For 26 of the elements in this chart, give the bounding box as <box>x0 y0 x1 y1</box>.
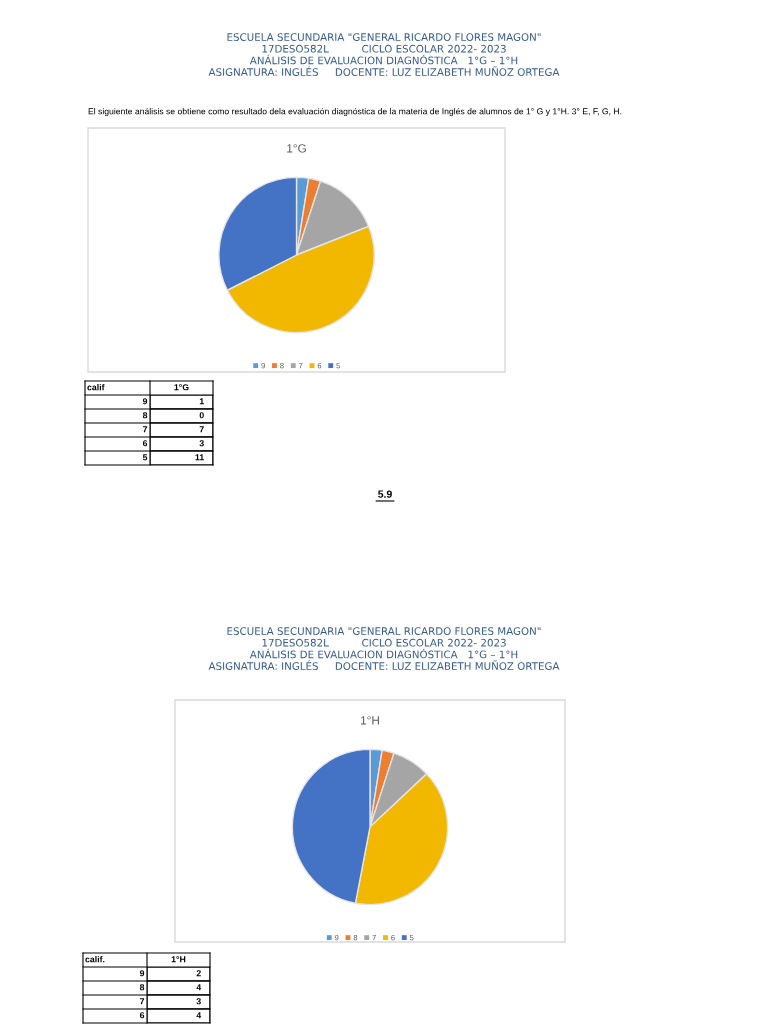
data-label: 3 <box>196 998 201 1005</box>
y-tick-label: 9 <box>139 970 145 977</box>
data-label: 7 <box>199 426 204 433</box>
data-label: 11 <box>195 454 204 461</box>
chart-title: 1°G <box>287 144 306 153</box>
y-tick-label: 5 <box>142 454 148 461</box>
text: 5.9 <box>378 490 392 498</box>
data-label: 2 <box>196 970 201 977</box>
text: ESCUELA SECUNDARIA "GENERAL RICARDO FLORES MAGON" 17DESO582L CICLO ESCOLAR 2022- 2023 ANÁLISIS DE EVALUACION DIAGNÓSTICA 1°G – 1°H ASIGNATURA: INGLÉS DOCENTE: LUZ ELIZABETH MUÑOZ ORTEGA <box>208 33 560 76</box>
y-tick-label: 6 <box>142 440 148 447</box>
y-tick-label: 8 <box>142 412 148 419</box>
y-axis-title: calif <box>87 383 105 391</box>
y-tick-label: 6 <box>139 1012 145 1019</box>
data-label: 1 <box>199 398 204 405</box>
y-axis-title: calif. <box>85 955 105 963</box>
data-label: 3 <box>199 440 204 447</box>
chart-title: 1°H <box>360 716 379 725</box>
y-tick-label: 9 <box>142 398 148 405</box>
data-label: 4 <box>196 1012 202 1019</box>
text: ESCUELA SECUNDARIA "GENERAL RICARDO FLORES MAGON" 17DESO582L CICLO ESCOLAR 2022- 2023 ANÁLISIS DE EVALUACION DIAGNÓSTICA 1°G – 1°H ASIGNATURA: INGLÉS DOCENTE: LUZ ELIZABETH MUÑOZ ORTEGA <box>208 627 560 670</box>
text: El siguiente análisis se obtiene como resultado dela evaluación diagnóstica de la materia de Inglés de alumnos de 1° G y 1°H. 3° E, F, G, H. <box>88 107 622 117</box>
data-label: 0 <box>199 412 204 419</box>
y-tick-label: 8 <box>139 984 145 991</box>
data-label: 4 <box>196 984 202 991</box>
y-tick-label: 7 <box>142 426 148 433</box>
y-tick-label: 7 <box>139 998 145 1005</box>
